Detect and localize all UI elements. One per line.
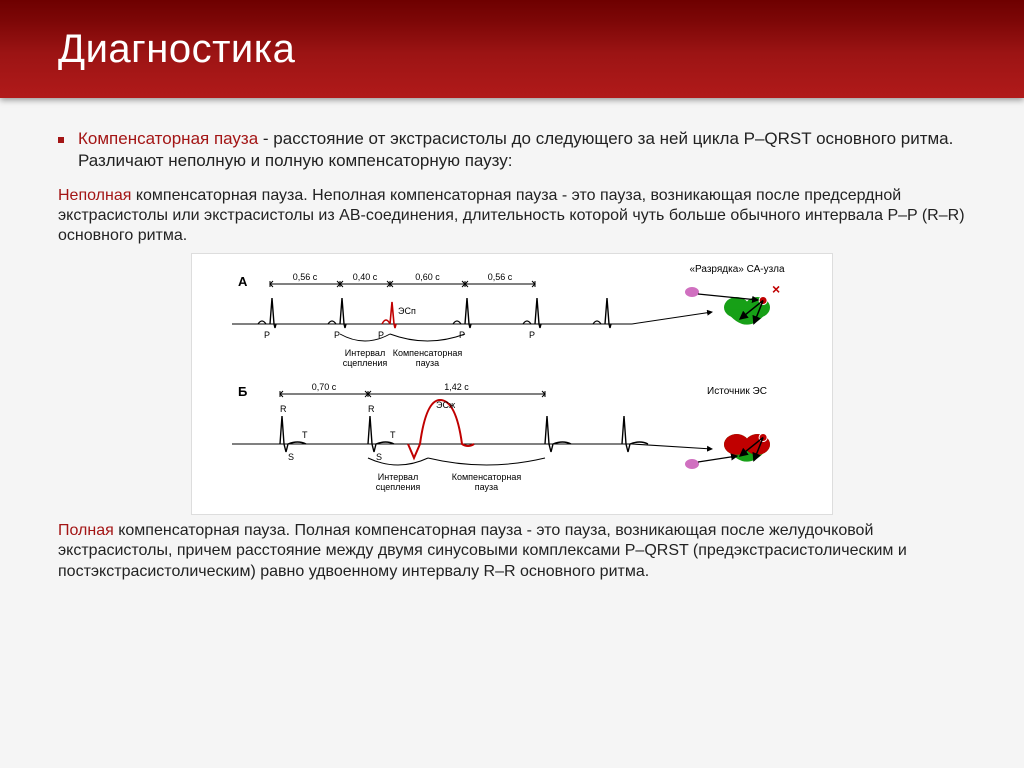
para-incomplete: Неполная компенсаторная пауза. Неполная …: [58, 186, 966, 247]
svg-text:R: R: [368, 404, 375, 414]
svg-text:0,60 с: 0,60 с: [415, 272, 440, 282]
svg-text:0,56 с: 0,56 с: [488, 272, 513, 282]
svg-text:пауза: пауза: [416, 358, 439, 368]
svg-text:пауза: пауза: [475, 482, 498, 492]
svg-text:0,56 с: 0,56 с: [293, 272, 318, 282]
svg-text:P: P: [529, 330, 535, 340]
svg-text:сцепления: сцепления: [343, 358, 388, 368]
svg-text:S: S: [288, 452, 294, 462]
svg-text:R: R: [280, 404, 287, 414]
complete-lead: Полная: [58, 522, 114, 539]
incomplete-lead: Неполная: [58, 187, 131, 204]
para-complete: Полная компенсаторная пауза. Полная комп…: [58, 521, 966, 582]
svg-text:ЭСп: ЭСп: [398, 306, 416, 316]
svg-text:А: А: [238, 274, 248, 289]
svg-text:P: P: [264, 330, 270, 340]
ecg-diagram: А0,56 с0,40 с0,60 с0,56 сЭСпPPPPPИнтерва…: [191, 253, 833, 515]
svg-text:ЭСж: ЭСж: [436, 400, 455, 410]
lead-term: Компенсаторная пауза: [78, 129, 258, 148]
slide-body: Компенсаторная пауза - расстояние от экс…: [0, 98, 1024, 582]
complete-rest: компенсаторная пауза. Полная компенсатор…: [58, 522, 907, 580]
svg-text:0,40 с: 0,40 с: [353, 272, 378, 282]
slide: Диагностика Компенсаторная пауза - расст…: [0, 0, 1024, 768]
svg-text:P: P: [334, 330, 340, 340]
svg-text:Б: Б: [238, 384, 247, 399]
svg-text:1,42 с: 1,42 с: [444, 382, 469, 392]
svg-text:0,70 с: 0,70 с: [312, 382, 337, 392]
svg-text:Компенсаторная: Компенсаторная: [393, 348, 463, 358]
svg-text:×: ×: [772, 281, 780, 297]
svg-text:T: T: [302, 430, 308, 440]
svg-text:«Разрядка» СА-узла: «Разрядка» СА-узла: [690, 264, 785, 275]
svg-text:Источник ЭС: Источник ЭС: [707, 386, 767, 397]
figure-wrap: А0,56 с0,40 с0,60 с0,56 сЭСпPPPPPИнтерва…: [58, 253, 966, 515]
slide-title: Диагностика: [58, 27, 295, 72]
svg-text:Компенсаторная: Компенсаторная: [452, 472, 522, 482]
svg-text:Интервал: Интервал: [345, 348, 385, 358]
svg-text:T: T: [390, 430, 396, 440]
svg-text:S: S: [376, 452, 382, 462]
svg-text:Интервал: Интервал: [378, 472, 418, 482]
bullet-main: Компенсаторная пауза - расстояние от экс…: [58, 128, 966, 172]
incomplete-rest: компенсаторная пауза. Неполная компенсат…: [58, 187, 965, 245]
svg-text:сцепления: сцепления: [376, 482, 421, 492]
title-bar: Диагностика: [0, 0, 1024, 98]
